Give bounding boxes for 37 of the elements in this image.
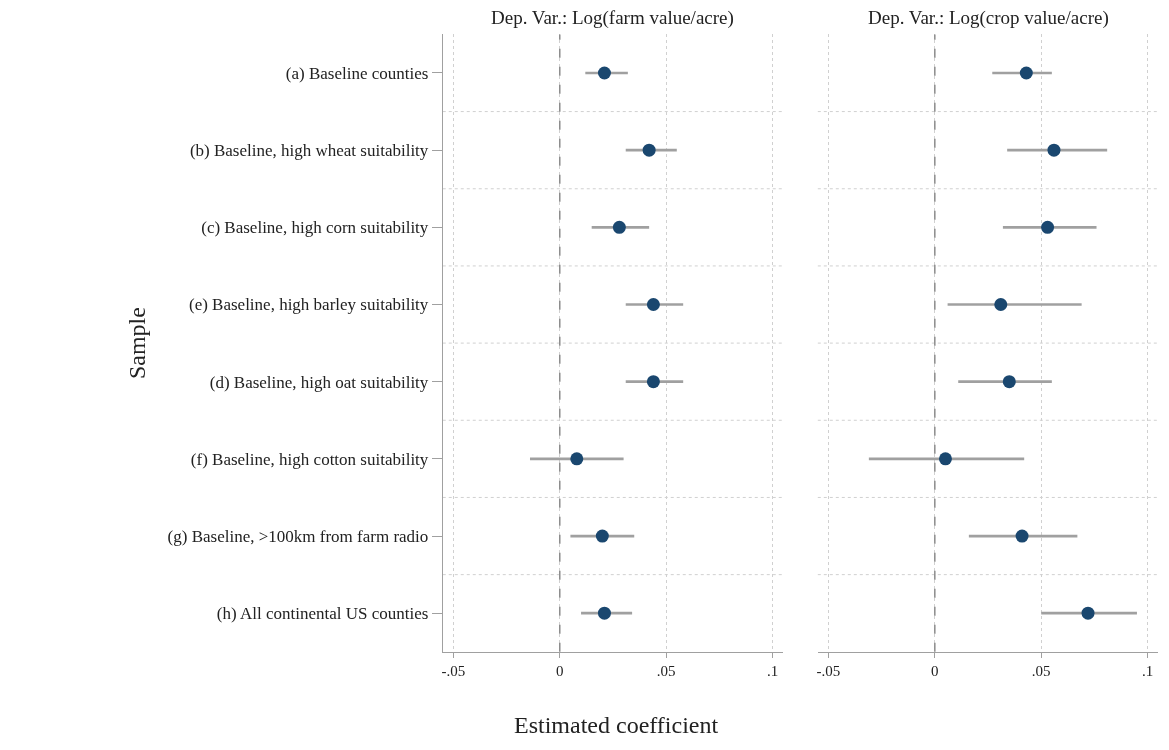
x-tick-label: .05	[1031, 662, 1051, 679]
point	[1002, 375, 1016, 389]
point	[642, 143, 656, 157]
point	[1081, 606, 1095, 620]
y-tick-label: (b) Baseline, high wheat suitability	[189, 141, 429, 161]
point	[646, 375, 660, 389]
point	[570, 452, 584, 466]
y-tick-label: (c) Baseline, high corn suitability	[201, 218, 429, 238]
bar	[947, 303, 1082, 306]
y-tick-label: (g) Baseline, >100km from farm radio	[167, 526, 429, 546]
x-tick-label: 0	[556, 662, 564, 679]
x-axis-title: Estimated coefficient	[514, 712, 719, 738]
point	[1019, 66, 1033, 80]
y-axis-title: Sample	[123, 307, 150, 380]
x-tick-label: 0	[931, 662, 939, 679]
x-tick-label: .1	[1141, 662, 1154, 679]
point	[1047, 143, 1061, 157]
point	[1041, 220, 1055, 234]
x-tick-label: .1	[766, 662, 779, 679]
x-tick-label: -.05	[816, 662, 841, 679]
x-tick-label: -.05	[441, 662, 466, 679]
chart-title: Dep. Var.: Log(crop value/acre)	[868, 7, 1109, 29]
chart-title: Dep. Var.: Log(farm value/acre)	[491, 7, 734, 29]
point	[1015, 529, 1029, 543]
point	[597, 66, 611, 80]
x-tick-label: .05	[656, 662, 676, 679]
point	[595, 529, 609, 543]
point	[646, 298, 660, 311]
y-tick-label: (a) Baseline counties	[285, 63, 429, 83]
y-tick-label: (d) Baseline, high oat suitability	[209, 372, 429, 392]
point	[938, 452, 952, 466]
y-tick-label: (f) Baseline, high cotton suitability	[190, 449, 429, 469]
y-tick-label: (h) All continental US counties	[216, 604, 429, 624]
y-tick-label: (e) Baseline, high barley suitability	[188, 295, 429, 315]
point	[994, 298, 1008, 311]
point	[597, 606, 611, 620]
point	[612, 220, 626, 234]
